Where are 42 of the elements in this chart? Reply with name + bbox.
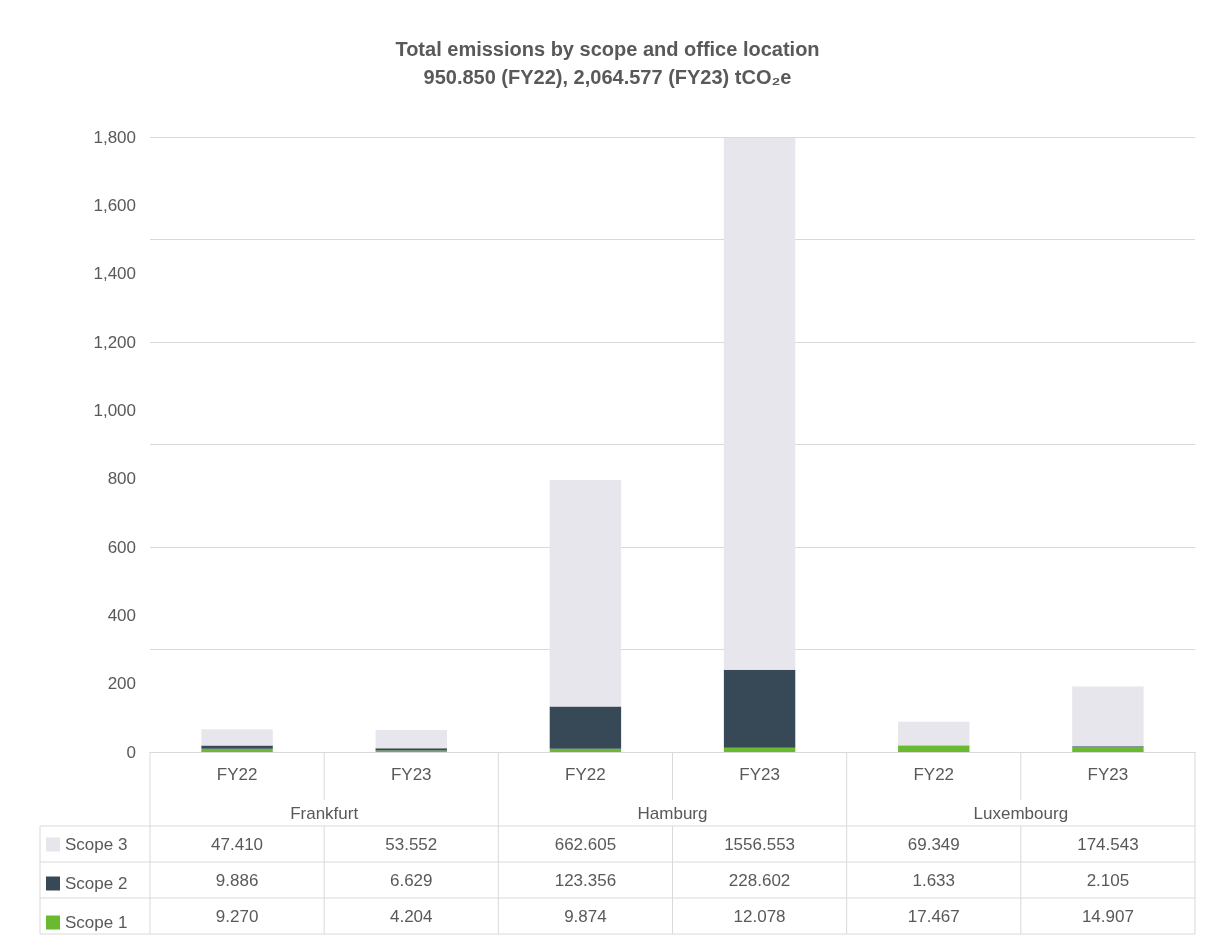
x-tick-label: FY22 (216, 765, 258, 784)
data-label: 14.907 (1081, 906, 1134, 926)
data-label: 662.605 (554, 834, 617, 854)
text: Frankfurt (290, 803, 359, 823)
data-label: 6.629 (389, 870, 433, 890)
data-label: 174.543 (1077, 834, 1139, 854)
legend-label: Scope 1 (65, 913, 128, 932)
y-tick-label: 1,200 (93, 332, 136, 352)
x-tick-label: FY22 (565, 765, 606, 784)
text: Hamburg (637, 803, 708, 823)
y-tick-label: 1,600 (93, 195, 136, 215)
y-tick-label: 1,800 (93, 127, 136, 147)
data-label: 1.633 (912, 870, 956, 890)
data-label: 9.886 (215, 870, 259, 890)
data-label: 69.349 (907, 834, 960, 854)
data-label: 1556.553 (724, 834, 796, 854)
y-tick-label: 200 (107, 674, 136, 694)
x-tick-label: FY23 (739, 765, 780, 784)
data-label: 9.874 (564, 906, 607, 926)
text: Luxembourg (973, 803, 1069, 823)
data-label: 12.078 (733, 906, 786, 926)
y-tick-label: 600 (107, 537, 136, 557)
data-label: 2.105 (1086, 870, 1130, 890)
y-tick-label: 0 (126, 742, 136, 762)
data-label: 4.204 (389, 906, 433, 926)
legend-label: Scope 3 (65, 835, 128, 854)
x-tick-label: FY23 (390, 765, 432, 784)
y-tick-label: 800 (107, 469, 136, 489)
data-label: 53.552 (385, 834, 438, 854)
data-label: 228.602 (728, 870, 791, 890)
data-label: 17.467 (907, 906, 960, 926)
y-tick-label: 400 (107, 605, 136, 625)
legend-label: Scope 2 (65, 874, 128, 893)
x-tick-label: FY22 (913, 765, 955, 784)
data-label: 123.356 (554, 870, 617, 890)
y-tick-label: 1,000 (93, 400, 136, 420)
chart-title: Total emissions by scope and office location (395, 38, 820, 60)
x-tick-label: FY23 (1087, 765, 1129, 784)
y-tick-label: 1,400 (93, 264, 136, 284)
chart-subtitle: 950.850 (FY22), 2,064.577 (FY23) tCO₂e (423, 66, 792, 88)
data-label: 9.270 (215, 906, 259, 926)
data-label: 47.410 (211, 834, 264, 854)
